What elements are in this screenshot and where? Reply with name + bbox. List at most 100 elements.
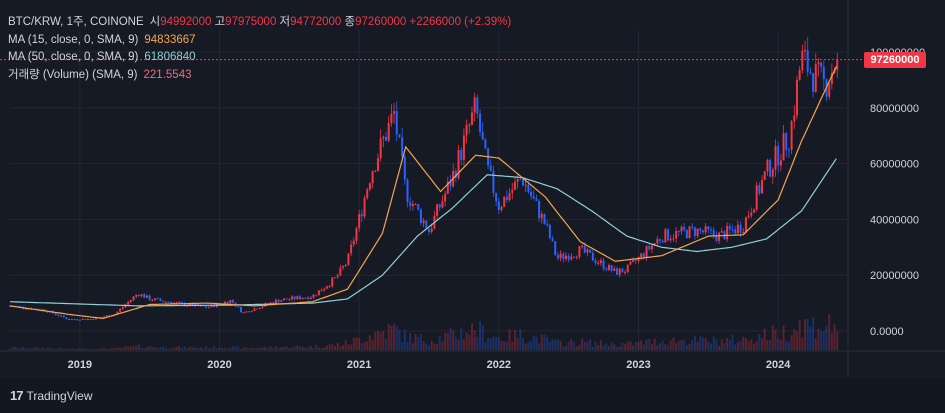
- candle: [516, 173, 519, 189]
- volume-bar: [135, 345, 138, 350]
- candle: [602, 257, 605, 272]
- candle: [578, 245, 581, 260]
- candle: [691, 222, 694, 231]
- volume-bar: [78, 348, 81, 350]
- candle: [148, 294, 151, 301]
- volume-bar: [250, 347, 253, 350]
- volume-bar: [342, 344, 345, 350]
- volume-bar: [355, 337, 358, 350]
- high-value: 97975000: [225, 16, 277, 28]
- grid: [0, 0, 945, 378]
- volume-bar: [530, 341, 533, 350]
- volume-bar: [234, 346, 237, 350]
- candle: [685, 229, 688, 239]
- tradingview-brand[interactable]: 17 TradingView: [10, 388, 93, 403]
- volume-bar: [17, 348, 20, 350]
- volume-bar: [315, 344, 318, 350]
- candle: [599, 257, 602, 267]
- candle: [84, 318, 87, 320]
- candle: [395, 101, 398, 142]
- candle: [145, 294, 148, 298]
- candle: [581, 244, 584, 250]
- volume-bar: [331, 344, 334, 350]
- high-label: 고: [214, 16, 226, 28]
- volume-bar: [178, 346, 181, 350]
- candle: [307, 295, 310, 301]
- volume-bar: [213, 346, 216, 350]
- volume-bar: [103, 347, 106, 350]
- candle: [672, 233, 675, 242]
- candle: [231, 299, 234, 304]
- candle: [642, 251, 645, 261]
- volume-bar: [685, 345, 688, 350]
- volume-bar: [191, 346, 194, 350]
- volume-bar: [132, 345, 135, 350]
- volume-bar: [465, 332, 468, 350]
- candle: [720, 227, 723, 233]
- candle: [715, 231, 718, 243]
- volume-bar: [406, 342, 409, 350]
- candle: [167, 301, 170, 303]
- legend-volume-row[interactable]: 거래량 (Volume) (SMA, 9) 221.5543: [8, 67, 511, 85]
- ma15-label: MA (15, close, 0, SMA, 9): [8, 33, 139, 46]
- candle: [532, 189, 535, 200]
- legend-ma50-row[interactable]: MA (50, close, 0, SMA, 9) 61806840: [8, 49, 511, 67]
- candle: [151, 298, 154, 302]
- volume-bar: [293, 346, 296, 350]
- volume-bar: [723, 343, 726, 350]
- candle: [742, 227, 745, 235]
- x-tick-label: 2021: [347, 359, 371, 371]
- volume-bar: [108, 349, 111, 350]
- legend-ma15-row[interactable]: MA (15, close, 0, SMA, 9) 94833667: [8, 32, 511, 50]
- candle: [492, 165, 495, 197]
- candle: [575, 255, 578, 260]
- candle: [594, 257, 597, 266]
- volume-bar: [817, 328, 820, 350]
- candle: [103, 316, 106, 318]
- candle: [787, 147, 790, 159]
- volume-bar: [468, 334, 471, 350]
- candle: [828, 80, 831, 100]
- candle: [513, 176, 516, 191]
- candle: [755, 181, 758, 212]
- candle: [460, 147, 463, 166]
- volume-bar: [669, 340, 672, 350]
- volume-bar: [210, 348, 213, 350]
- volume-bar: [376, 330, 379, 350]
- candle: [782, 124, 785, 161]
- candle: [154, 298, 157, 301]
- volume-bar: [567, 341, 570, 350]
- volume-bar: [269, 346, 272, 350]
- candle: [564, 252, 567, 262]
- candle: [718, 231, 721, 245]
- volume-bar: [833, 324, 836, 350]
- volume-bar: [460, 328, 463, 350]
- candle: [696, 228, 699, 239]
- volume-bar: [503, 341, 506, 350]
- price-chart[interactable]: 1000000008000000060000000400000002000000…: [0, 0, 945, 378]
- volume-bar: [581, 338, 584, 350]
- volume-bar: [352, 337, 355, 350]
- x-axis[interactable]: 2019 2020 2021 2022 2023 2024: [68, 359, 792, 371]
- candle: [57, 314, 60, 317]
- volume-bar: [790, 335, 793, 350]
- volume-bar: [328, 344, 331, 350]
- candle: [256, 308, 259, 310]
- volume-bar: [825, 325, 828, 350]
- volume-bar: [256, 348, 259, 350]
- volume-bar: [320, 348, 323, 350]
- volume-bar: [559, 340, 562, 350]
- candle: [379, 129, 382, 162]
- volume-bar: [111, 348, 114, 350]
- candle: [54, 313, 57, 316]
- candle: [640, 253, 643, 260]
- volume-bar: [374, 331, 377, 350]
- candle: [414, 203, 417, 206]
- ma50-line: [9, 158, 837, 307]
- volume-bar: [699, 335, 702, 350]
- volume-bar: [763, 328, 766, 350]
- candle: [60, 314, 63, 317]
- legend-symbol[interactable]: BTC/KRW, 1주, COINONE: [8, 16, 144, 28]
- volume-bar: [323, 347, 326, 350]
